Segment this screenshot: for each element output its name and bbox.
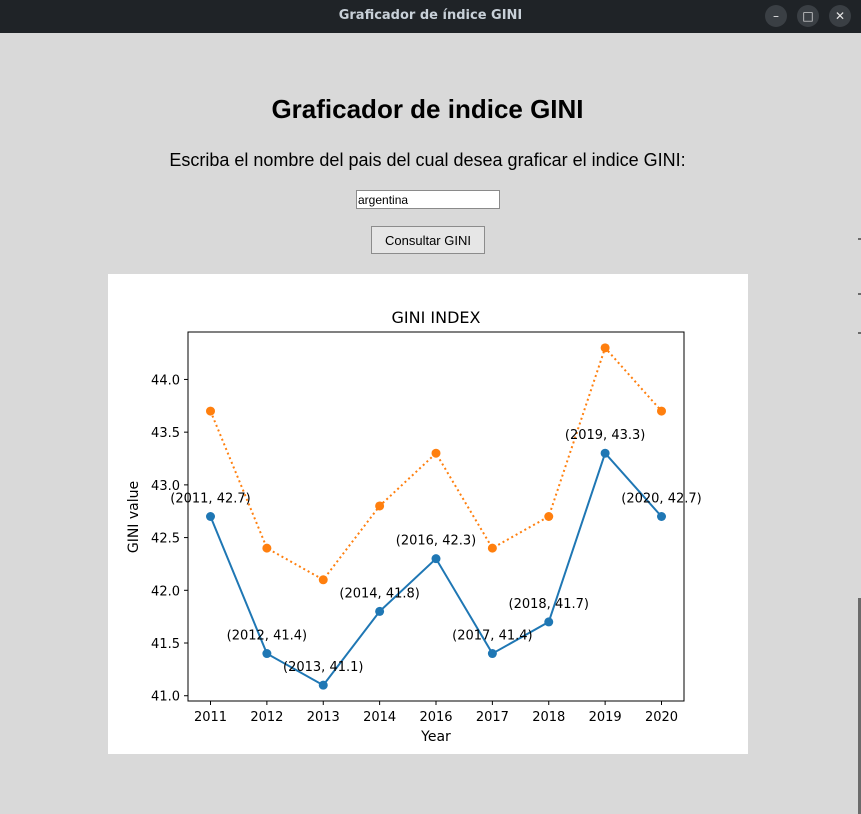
window-title: Graficador de índice GINI	[338, 8, 523, 23]
y-tick-label: 41.0	[151, 690, 180, 705]
x-tick-label: 2017	[476, 710, 509, 725]
x-tick-label: 2019	[589, 710, 622, 725]
page-title: Graficador de indice GINI	[271, 94, 584, 124]
y-tick-label: 42.0	[151, 584, 180, 599]
close-icon: ✕	[834, 9, 846, 23]
country-prompt: Escriba el nombre del pais del cual dese…	[169, 150, 686, 170]
chart-title: GINI INDEX	[392, 308, 481, 327]
x-tick-label: 2014	[363, 710, 396, 725]
data-point	[487, 649, 497, 659]
series-line-2	[209, 345, 663, 582]
data-point	[262, 649, 272, 659]
data-point	[206, 406, 215, 416]
edge-divider	[858, 293, 861, 295]
x-axis: 2011 2012 2013 2014 2016 2017 2018 2019 2020	[194, 701, 678, 725]
data-point	[318, 575, 328, 585]
data-point	[657, 406, 666, 416]
data-label: (2020, 42.7)	[621, 492, 701, 507]
data-point	[431, 554, 441, 564]
data-point	[206, 512, 215, 521]
x-tick-label: 2018	[532, 710, 565, 725]
window-titlebar: Graficador de índice GINI – □ ✕	[0, 0, 861, 33]
minimize-icon: –	[773, 9, 779, 23]
data-label: (2012, 41.4)	[227, 629, 307, 644]
y-tick-label: 43.5	[151, 426, 180, 441]
query-gini-button[interactable]: Consultar GINI	[371, 226, 485, 254]
data-point	[544, 512, 554, 521]
edge-panel	[858, 598, 861, 814]
maximize-button[interactable]: □	[797, 5, 819, 27]
x-tick-label: 2012	[250, 710, 283, 725]
x-tick-label: 2011	[194, 710, 227, 725]
x-tick-label: 2016	[419, 710, 452, 725]
y-tick-label: 42.5	[151, 532, 180, 547]
data-point	[431, 448, 441, 458]
country-input[interactable]	[356, 190, 500, 209]
data-point	[375, 501, 385, 511]
y-tick-label: 43.0	[151, 479, 180, 494]
data-label: (2018, 41.7)	[509, 597, 589, 612]
data-label: (2011, 42.7)	[170, 492, 250, 507]
data-point	[657, 512, 666, 521]
y-tick-label: 41.5	[151, 637, 180, 652]
data-label: (2017, 41.4)	[452, 629, 532, 644]
x-axis-label: Year	[420, 729, 451, 745]
minimize-button[interactable]: –	[765, 5, 787, 27]
data-label: (2019, 43.3)	[565, 428, 645, 443]
data-label: (2014, 41.8)	[339, 586, 419, 601]
data-point	[262, 543, 272, 553]
series-line-1	[209, 451, 663, 687]
data-point	[375, 606, 385, 616]
y-tick-label: 44.0	[151, 373, 180, 388]
data-point	[544, 617, 554, 627]
edge-divider	[858, 332, 861, 334]
data-point	[600, 448, 610, 458]
edge-divider	[858, 238, 861, 240]
y-axis: 41.0 41.5 42.0 42.5 43.0 43.5 44.0	[151, 373, 188, 705]
chart-canvas: GINI INDEX 2011 2012 2013 2014 2016 2017 2018 2…	[108, 274, 748, 754]
y-axis-label: GINI value	[126, 481, 142, 553]
x-tick-label: 2013	[307, 710, 340, 725]
data-label: (2016, 42.3)	[396, 534, 476, 549]
series-points	[206, 343, 666, 690]
data-label: (2013, 41.1)	[283, 660, 363, 675]
x-tick-label: 2020	[645, 710, 678, 725]
plot-frame	[187, 331, 685, 702]
close-button[interactable]: ✕	[829, 5, 851, 27]
data-point	[600, 343, 610, 353]
maximize-icon: □	[802, 9, 814, 23]
gini-line-chart: GINI INDEX 2011 2012 2013 2014 2016 2017 2018 2…	[126, 308, 702, 745]
data-point	[318, 680, 328, 690]
point-annotations: (2011, 42.7) (2012, 41.4) (2013, 41.1) (201…	[170, 428, 701, 675]
data-point	[487, 543, 497, 553]
